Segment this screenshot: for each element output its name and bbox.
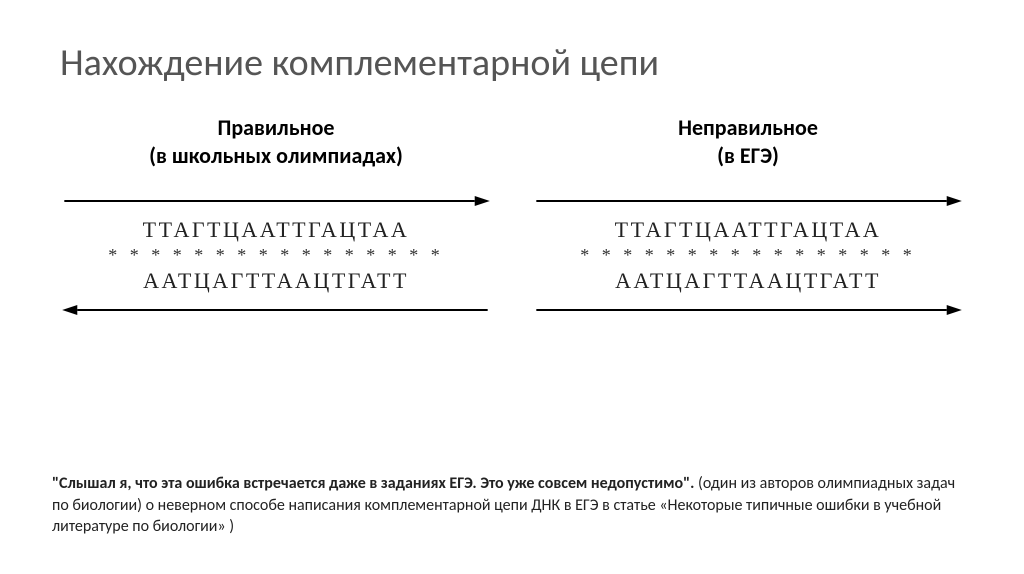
right-label: Неправильное (в ЕГЭ): [678, 114, 818, 169]
right-top-arrow: [532, 193, 964, 209]
right-label-line2: (в ЕГЭ): [678, 142, 818, 170]
left-stars: * * * * * * * * * * * * * * * *: [108, 245, 444, 266]
right-label-line1: Неправильное: [678, 114, 818, 142]
left-seq-top: ТТАГТЦААТТГАЦТАА: [143, 217, 410, 243]
columns: Правильное (в школьных олимпиадах) ТТАГТ…: [60, 114, 964, 324]
footer-text: "Слышал я, что эта ошибка встречается да…: [52, 473, 972, 538]
right-stars: * * * * * * * * * * * * * * * *: [580, 245, 916, 266]
left-top-arrow: [60, 193, 492, 209]
left-bot-arrow: [60, 302, 492, 318]
page-title: Нахождение комплементарной цепи: [60, 40, 964, 86]
left-label-line2: (в школьных олимпиадах): [149, 142, 403, 170]
right-column: Неправильное (в ЕГЭ) ТТАГТЦААТТГАЦТАА * …: [532, 114, 964, 324]
left-diagram: ТТАГТЦААТТГАЦТАА * * * * * * * * * * * *…: [60, 187, 492, 324]
right-bot-arrow: [532, 302, 964, 318]
footer-quote: "Слышал я, что эта ошибка встречается да…: [52, 474, 694, 493]
left-label-line1: Правильное: [149, 114, 403, 142]
right-seq-top: ТТАГТЦААТТГАЦТАА: [615, 217, 882, 243]
right-seq-bot: ААТЦАГТТААЦТГАТТ: [615, 268, 881, 294]
left-column: Правильное (в школьных олимпиадах) ТТАГТ…: [60, 114, 492, 324]
right-diagram: ТТАГТЦААТТГАЦТАА * * * * * * * * * * * *…: [532, 187, 964, 324]
left-seq-bot: ААТЦАГТТААЦТГАТТ: [143, 268, 409, 294]
page: Нахождение комплементарной цепи Правильн…: [0, 0, 1024, 574]
left-label: Правильное (в школьных олимпиадах): [149, 114, 403, 169]
